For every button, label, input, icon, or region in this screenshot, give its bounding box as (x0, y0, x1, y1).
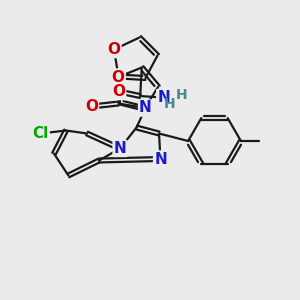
Text: O: O (112, 84, 125, 99)
Text: Cl: Cl (32, 126, 49, 141)
Text: N: N (139, 100, 152, 116)
Text: O: O (107, 42, 121, 57)
Text: O: O (85, 99, 98, 114)
Text: N: N (114, 141, 126, 156)
Text: O: O (112, 70, 125, 85)
Text: N: N (157, 90, 170, 105)
Text: H: H (176, 88, 188, 102)
Text: H: H (164, 98, 175, 111)
Text: N: N (154, 152, 167, 166)
